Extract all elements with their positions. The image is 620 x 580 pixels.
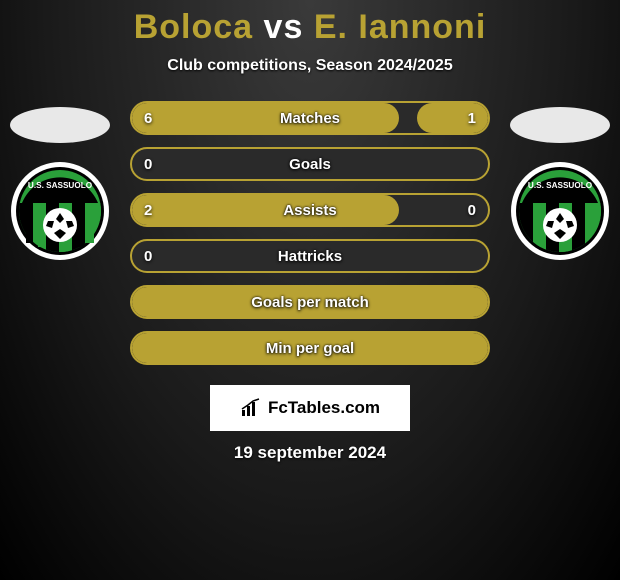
stat-bar: 20Assists [130,193,490,227]
sassuolo-badge-icon: U.S. SASSUOLO [510,161,610,261]
stat-label: Hattricks [132,241,488,271]
stat-label: Matches [132,103,488,133]
stat-label: Assists [132,195,488,225]
player1-club-badge: U.S. SASSUOLO [10,161,110,261]
stat-label: Goals [132,149,488,179]
stat-bars: 61Matches 0Goals 20Assists 0Hattricks Goals … [130,101,490,365]
date-text: 19 september 2024 [0,443,620,463]
svg-text:U.S. SASSUOLO: U.S. SASSUOLO [528,181,593,190]
watermark-text: FcTables.com [268,398,380,418]
watermark: FcTables.com [210,385,410,431]
sassuolo-badge-icon: U.S. SASSUOLO [10,161,110,261]
stat-bar: Goals per match [130,285,490,319]
comparison-container: U.S. SASSUOLO [0,101,620,365]
player1-photo-placeholder [10,107,110,143]
stat-bar: 61Matches [130,101,490,135]
stat-bar: 0Hattricks [130,239,490,273]
svg-text:U.S. SASSUOLO: U.S. SASSUOLO [28,181,93,190]
vs-text: vs [264,8,304,46]
stat-bar: 0Goals [130,147,490,181]
player2-photo-placeholder [510,107,610,143]
player2-club-badge: U.S. SASSUOLO [510,161,610,261]
player1-name: Boloca [134,8,253,46]
stat-label: Min per goal [132,333,488,363]
stat-label: Goals per match [132,287,488,317]
stat-bar: Min per goal [130,331,490,365]
watermark-chart-icon [240,398,262,418]
comparison-title: Boloca vs E. Iannoni [0,0,620,47]
player2-name: E. Iannoni [314,8,486,46]
subtitle: Club competitions, Season 2024/2025 [0,57,620,75]
